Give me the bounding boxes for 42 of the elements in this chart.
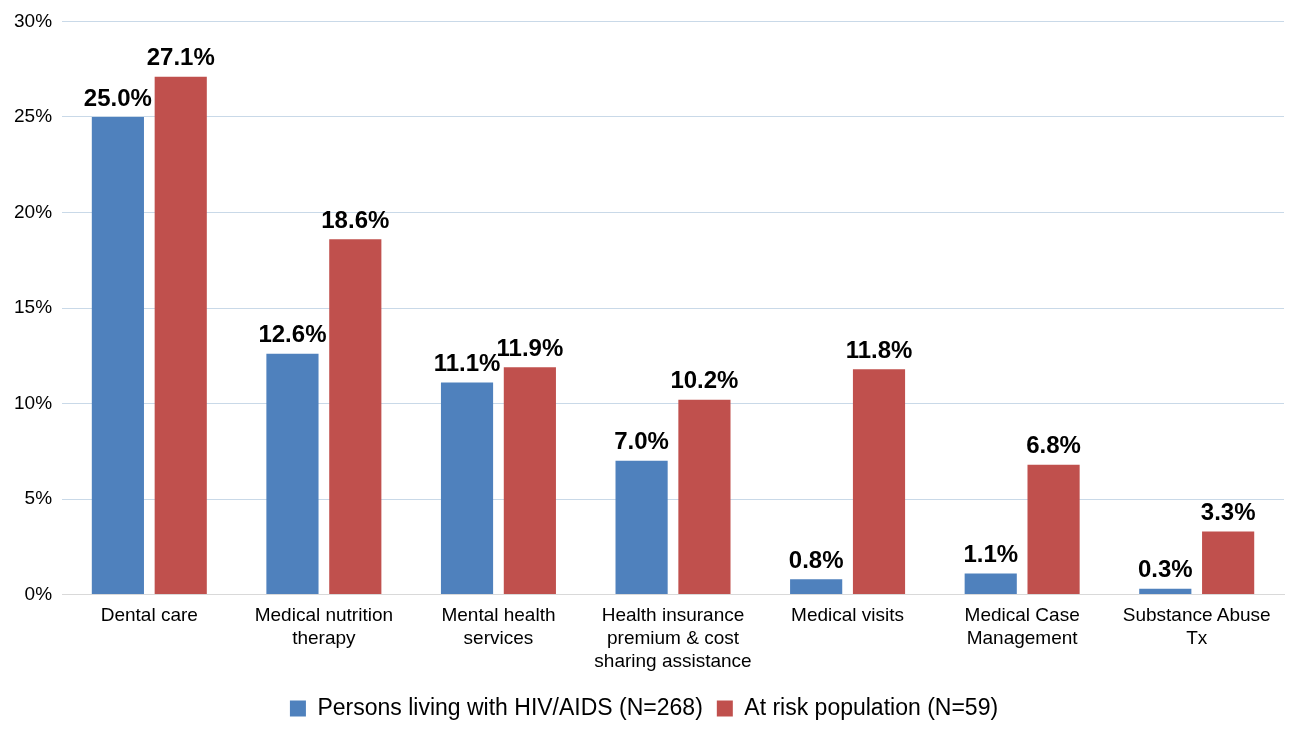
x-tick-label: Medical nutrition therapy xyxy=(254,604,394,649)
y-tick-label: 5% xyxy=(24,487,53,509)
bar xyxy=(852,369,906,595)
bar xyxy=(91,116,144,595)
x-tick-label: Substance Abuse Tx xyxy=(1122,604,1271,649)
data-label: 25.0% xyxy=(83,83,152,111)
bar xyxy=(440,382,494,595)
data-label: 10.2% xyxy=(670,366,739,394)
data-label: 0.8% xyxy=(788,545,844,573)
bar xyxy=(1139,588,1192,595)
legend-label: Persons living with HIV/AIDS (N=268) xyxy=(317,693,703,720)
bar xyxy=(329,239,382,595)
data-label: 11.8% xyxy=(845,335,913,363)
bar xyxy=(678,399,731,595)
y-tick-label: 25% xyxy=(14,105,53,127)
bar xyxy=(615,460,668,595)
y-tick-label: 20% xyxy=(14,200,53,222)
bar xyxy=(1202,531,1255,595)
x-tick-label: Medical visits xyxy=(791,604,905,626)
x-tick-label: Mental health services xyxy=(441,604,556,649)
data-label: 27.1% xyxy=(146,43,215,71)
bar xyxy=(266,353,319,595)
data-label: 6.8% xyxy=(1026,431,1081,459)
legend-label: At risk population (N=59) xyxy=(744,693,999,720)
bar xyxy=(154,76,207,595)
bar xyxy=(790,579,843,595)
data-label: 18.6% xyxy=(321,205,390,233)
data-label: 0.3% xyxy=(1137,555,1193,583)
y-tick-label: 10% xyxy=(14,391,53,413)
y-tick-label: 0% xyxy=(24,582,53,604)
y-tick-label: 30% xyxy=(14,9,53,31)
bar xyxy=(964,573,1017,595)
x-tick-label: Medical Case Management xyxy=(964,604,1080,649)
data-label: 7.0% xyxy=(614,427,669,455)
data-label: 12.6% xyxy=(258,320,327,348)
data-label: 3.3% xyxy=(1200,498,1256,526)
y-tick-label: 15% xyxy=(14,296,53,318)
x-tick-label: Dental care xyxy=(100,604,198,626)
x-tick-label: Health insurance premium & cost sharing assistance xyxy=(594,604,752,671)
bar xyxy=(1027,464,1080,595)
bar xyxy=(503,367,556,595)
data-label: 1.1% xyxy=(963,540,1019,568)
